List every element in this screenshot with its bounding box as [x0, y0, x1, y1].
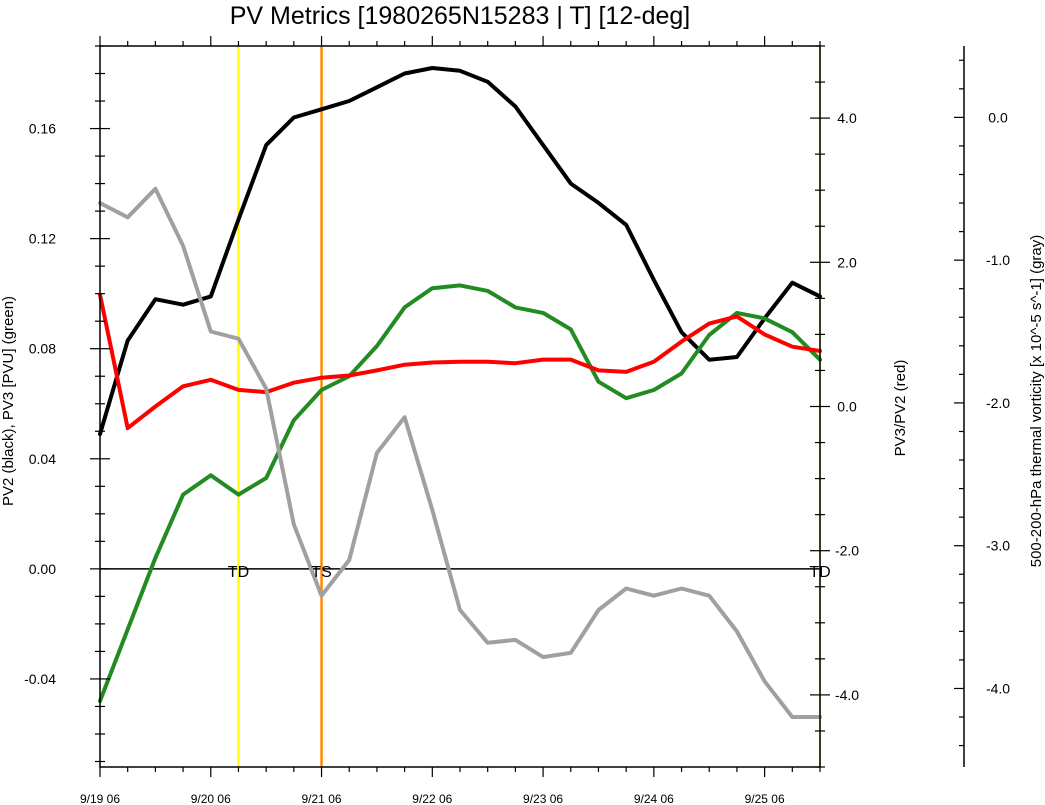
- left-tick-label: 0.12: [29, 231, 56, 247]
- x-tick-label: 9/20 06: [191, 792, 231, 805]
- x-tick-label: 9/21 06: [302, 792, 342, 805]
- stage-labels: TD TS TD: [228, 564, 831, 581]
- far-right-tick-label: -4.0: [986, 680, 1010, 696]
- right-tick-label: 4.0: [837, 110, 857, 126]
- right-tick-label: 0.0: [837, 399, 857, 415]
- x-tick-label: 9/23 06: [523, 792, 563, 805]
- far-right-axis: -4.0 -3.0 -2.0 -1.0 0.0: [954, 46, 1010, 767]
- right-tick-label: 2.0: [837, 254, 857, 270]
- left-tick-label: -0.04: [24, 671, 56, 687]
- x-tick-label: 9/22 06: [412, 792, 452, 805]
- chart-title: PV Metrics [1980265N15283 | T] [12-deg]: [230, 2, 690, 30]
- left-tick-label: 0.08: [29, 341, 56, 357]
- y-axis-right-label: PV3/PV2 (red): [892, 360, 909, 457]
- stage-label: TS: [311, 564, 331, 581]
- left-axis: -0.04 0.00 0.04 0.08 0.12 0.16: [24, 45, 110, 763]
- far-right-tick-label: -3.0: [986, 538, 1010, 554]
- x-tick-label: 9/24 06: [634, 792, 674, 805]
- far-right-tick-label: -1.0: [986, 252, 1010, 268]
- x-tick-label: 9/25 06: [745, 792, 785, 805]
- y-axis-left-label: PV2 (black), PV3 [PVU] (green): [0, 296, 17, 506]
- plot-border: [99, 45, 821, 768]
- right-axis: -4.0 -2.0 0.0 2.0 4.0: [810, 45, 859, 768]
- left-tick-label: 0.00: [29, 561, 56, 577]
- series-line-left-1: [98, 283, 822, 703]
- stage-label: TD: [228, 564, 249, 581]
- right-tick-label: -2.0: [835, 543, 859, 559]
- series-line-right-2: [98, 292, 822, 431]
- far-right-tick-label: 0.0: [988, 109, 1008, 125]
- left-tick-label: 0.16: [29, 121, 56, 137]
- x-axis: 9/19 06 9/20 06 9/21 06 9/22 06 9/23 06 9/24 …: [80, 36, 821, 805]
- stage-markers: [237, 46, 821, 767]
- right-tick-label: -4.0: [835, 687, 859, 703]
- left-tick-label: 0.04: [29, 451, 56, 467]
- y-axis-far-right-label: 500-200-hPa thermal vorticity [x 10^-5 s…: [1028, 235, 1045, 568]
- x-tick-label: 9/19 06: [80, 792, 120, 805]
- data-series: [98, 66, 822, 719]
- plot-border-rect: [99, 45, 821, 768]
- series-line-far_right-3: [98, 186, 822, 719]
- far-right-tick-label: -2.0: [986, 395, 1010, 411]
